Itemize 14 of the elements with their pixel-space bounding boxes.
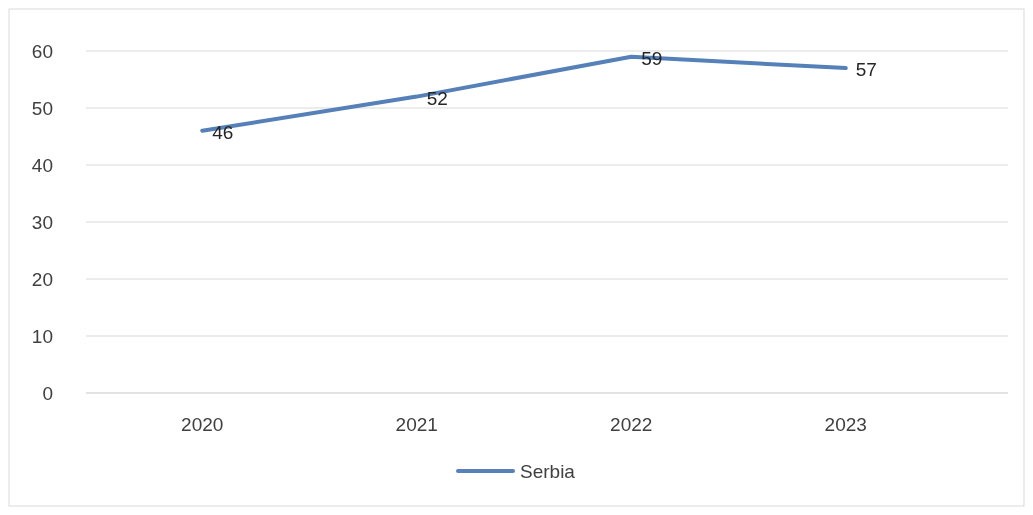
y-tick-label: 40 [31, 155, 53, 176]
data-label: 57 [855, 59, 877, 81]
y-tick-label: 20 [31, 269, 53, 290]
data-label: 52 [426, 87, 448, 109]
y-tick-label: 30 [31, 212, 53, 233]
x-tick-label: 2020 [181, 414, 224, 435]
y-tick-label: 0 [42, 383, 53, 404]
x-tick-label: 2021 [395, 414, 438, 435]
y-tick-label: 60 [31, 41, 53, 62]
y-tick-label: 10 [31, 326, 53, 347]
x-tick-label: 2022 [610, 414, 653, 435]
y-tick-label: 50 [31, 98, 53, 119]
x-tick-label: 2023 [824, 414, 867, 435]
legend-label: Serbia [520, 461, 576, 482]
